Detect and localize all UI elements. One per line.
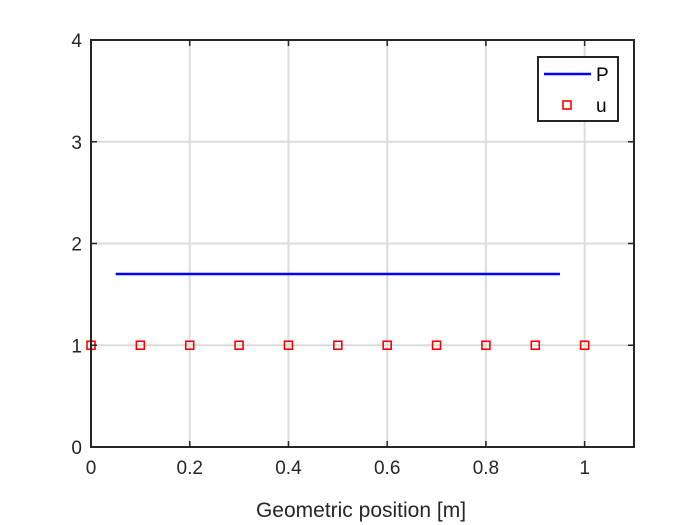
data-point-u [283,340,294,351]
legend-box [537,56,619,122]
x-tick-label: 1 [579,458,590,479]
data-point-u [234,340,244,351]
data-point-u [481,340,491,351]
data-point-u [431,340,442,351]
y-tick-label: 4 [71,31,82,52]
x-tick-label: 0.8 [473,458,499,479]
x-tick-label: 0.4 [275,458,302,479]
data-point-u [530,340,541,351]
data-point-u [579,340,590,351]
ticks: 0 0.2 0.4 0.6 0.8 1 0 1 2 3 4 [71,31,634,479]
legend: Pu [537,56,619,122]
legend-label: u [596,96,607,117]
data-point-u [184,340,195,351]
y-tick-label: 0 [71,438,82,459]
data-point-u [382,340,392,351]
x-axis-label: Geometric position [m] [256,499,466,522]
x-tick-label: 0 [86,458,97,479]
legend-marker-swatch [562,100,572,110]
x-tick-label: 0.2 [177,458,203,479]
series-layer [86,272,590,351]
y-tick-label: 2 [71,235,82,256]
y-tick-label: 3 [71,133,82,154]
data-point-u [135,340,146,351]
y-tick-label: 1 [71,336,82,357]
x-tick-label: 0.6 [374,458,400,479]
data-point-u [333,340,343,351]
legend-label: P [596,65,609,86]
